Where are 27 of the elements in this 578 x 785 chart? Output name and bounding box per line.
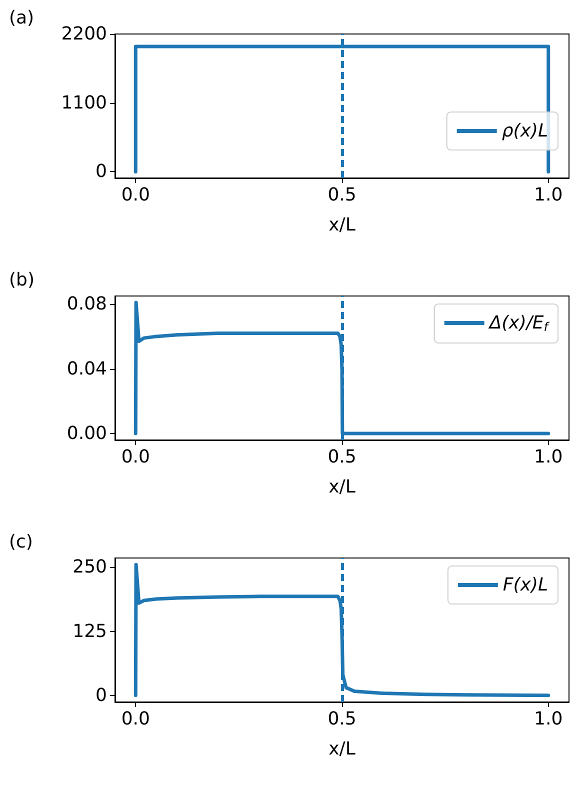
legend-label: F(x)L [502, 574, 548, 596]
y-tick-label: 0 [96, 161, 107, 182]
chart-title: (b) [9, 270, 34, 290]
y-tick-label: 0.00 [66, 423, 107, 444]
y-tick-label: 0.08 [66, 294, 107, 315]
chart-title: (c) [9, 532, 33, 552]
x-tick-label: 0.0 [121, 446, 150, 468]
x-axis-title: x/L [328, 476, 356, 498]
legend-label: ρ(x)L [502, 120, 548, 142]
y-tick-label: 0 [96, 684, 107, 706]
x-tick-label: 1.0 [534, 446, 563, 468]
x-tick-label: 0.5 [328, 446, 356, 468]
x-tick-label: 0.0 [121, 184, 150, 206]
legend-label: Δ(x)/Ef [487, 312, 550, 334]
y-tick-label: 0.04 [66, 358, 107, 380]
y-tick-label: 250 [72, 556, 107, 578]
x-axis-title: x/L [328, 738, 356, 760]
x-tick-label: 0.0 [121, 708, 150, 730]
chart-title: (a) [9, 8, 34, 28]
y-tick-label: 2200 [61, 24, 107, 44]
x-tick-label: 1.0 [534, 184, 563, 206]
x-axis-title: x/L [328, 214, 356, 236]
x-tick-label: 0.5 [328, 708, 356, 730]
x-tick-label: 1.0 [534, 708, 563, 730]
x-tick-label: 0.5 [328, 184, 356, 206]
y-tick-label: 125 [72, 620, 107, 642]
y-tick-label: 1100 [61, 92, 107, 114]
